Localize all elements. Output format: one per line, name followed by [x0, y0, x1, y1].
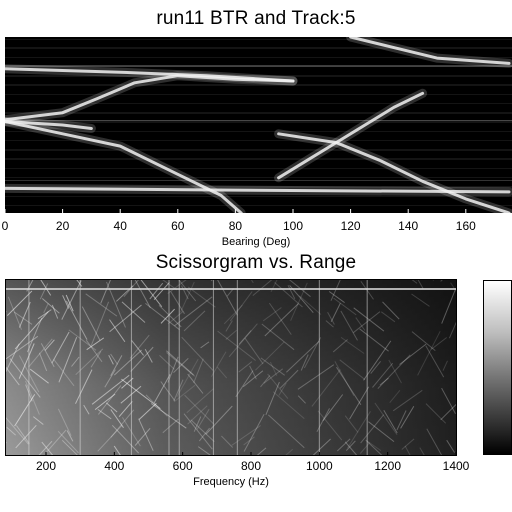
btr-track-glow	[5, 122, 241, 214]
btr-x-axis: Bearing (Deg) 0 20 40 60 80 100 120 140 160	[0, 213, 512, 253]
btr-x-tick-label: 160	[456, 219, 476, 233]
scissorgram-x-axis: Frequency (Hz) 200 400 600 800 1000 1200 1400	[0, 456, 512, 496]
scissorgram-x-tick-label: 1400	[443, 459, 470, 473]
btr-background-streak	[5, 94, 512, 95]
btr-background-streak	[5, 159, 512, 160]
btr-track	[5, 122, 241, 214]
scissorgram-x-axis-label: Frequency (Hz)	[193, 476, 269, 488]
btr-x-tick-label: 60	[171, 219, 185, 233]
btr-x-tick-label: 120	[341, 219, 361, 233]
scissorgram-x-tick-label: 200	[36, 459, 56, 473]
scissorgram-plot	[6, 280, 456, 455]
scissorgram-top-band	[6, 288, 456, 290]
btr-background-streak	[5, 47, 512, 48]
btr-title: run11 BTR and Track:5	[0, 8, 512, 30]
btr-background-streak	[5, 196, 512, 197]
btr-background-streak	[5, 39, 512, 40]
btr-background-streak	[5, 112, 512, 113]
btr-x-tick-label: 140	[398, 219, 418, 233]
scissorgram-image-panel	[5, 279, 457, 456]
btr-background-streak	[5, 48, 512, 49]
btr-background-streak	[5, 149, 512, 150]
btr-background-streak	[5, 85, 512, 86]
btr-plot	[5, 37, 512, 213]
btr-x-tick-label: 80	[229, 219, 243, 233]
btr-background-streak	[5, 121, 512, 122]
scissorgram-x-tick-label: 600	[173, 459, 193, 473]
scissorgram-title: Scissorgram vs. Range	[0, 252, 512, 274]
btr-background-streak	[5, 180, 512, 181]
scissorgram-x-tick-label: 800	[241, 459, 261, 473]
btr-background-streak	[5, 177, 512, 178]
scissorgram-x-tick-label: 1200	[374, 459, 401, 473]
btr-x-tick-label: 0	[2, 219, 9, 233]
scissorgram-x-tick-label: 400	[104, 459, 124, 473]
btr-background-streak	[5, 205, 512, 206]
btr-background-streak	[5, 150, 512, 151]
btr-x-axis-label: Bearing (Deg)	[222, 236, 290, 248]
btr-background-streak	[5, 158, 512, 159]
btr-x-tick-label: 100	[283, 219, 303, 233]
btr-background-streak	[5, 113, 512, 114]
colorbar	[483, 280, 512, 455]
btr-background-streak	[5, 120, 512, 121]
scissorgram-x-tick-label: 1000	[306, 459, 333, 473]
btr-track	[279, 134, 509, 213]
btr-image-panel	[5, 37, 512, 213]
btr-x-tick-label: 20	[56, 219, 70, 233]
btr-x-tick-label: 40	[114, 219, 128, 233]
btr-track-glow	[351, 37, 509, 63]
btr-background-streak	[5, 168, 512, 169]
